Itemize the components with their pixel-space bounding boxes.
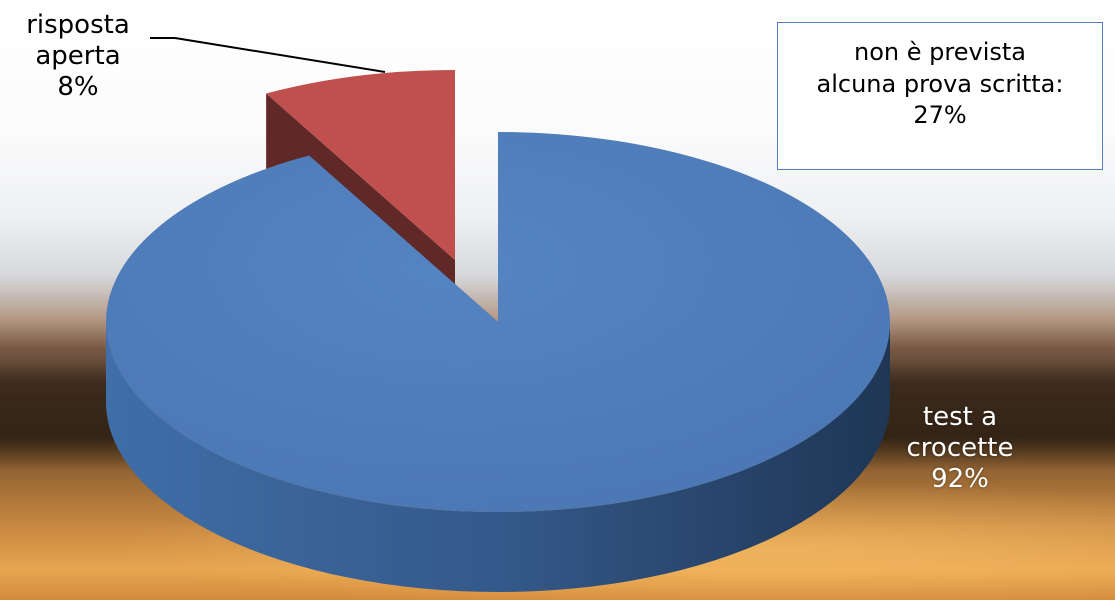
leader-line-2 (174, 37, 386, 73)
slice-multiple-choice (105, 132, 891, 513)
slice-label-line: crocette (906, 433, 1014, 464)
slice-label-percent: 8% (57, 72, 99, 103)
note-percent: 27% (913, 101, 967, 130)
note-line: non è prevista (854, 38, 1026, 66)
slice-label-line: risposta (26, 10, 130, 40)
note-textbox: non è prevista alcuna prova scritta: 27% (777, 22, 1103, 170)
slice-outer-wall (106, 322, 890, 592)
slice-label-open-answer: risposta aperta 8% (8, 10, 148, 104)
slice-label-multiple-choice: test a crocette 92% (880, 402, 1040, 496)
note-line: alcuna prova scritta: (816, 69, 1064, 98)
slice-label-percent: 92% (931, 464, 989, 495)
slice-label-line: test a (922, 402, 998, 432)
slice-label-line: aperta (35, 41, 121, 72)
slice-open-answer (266, 70, 455, 260)
